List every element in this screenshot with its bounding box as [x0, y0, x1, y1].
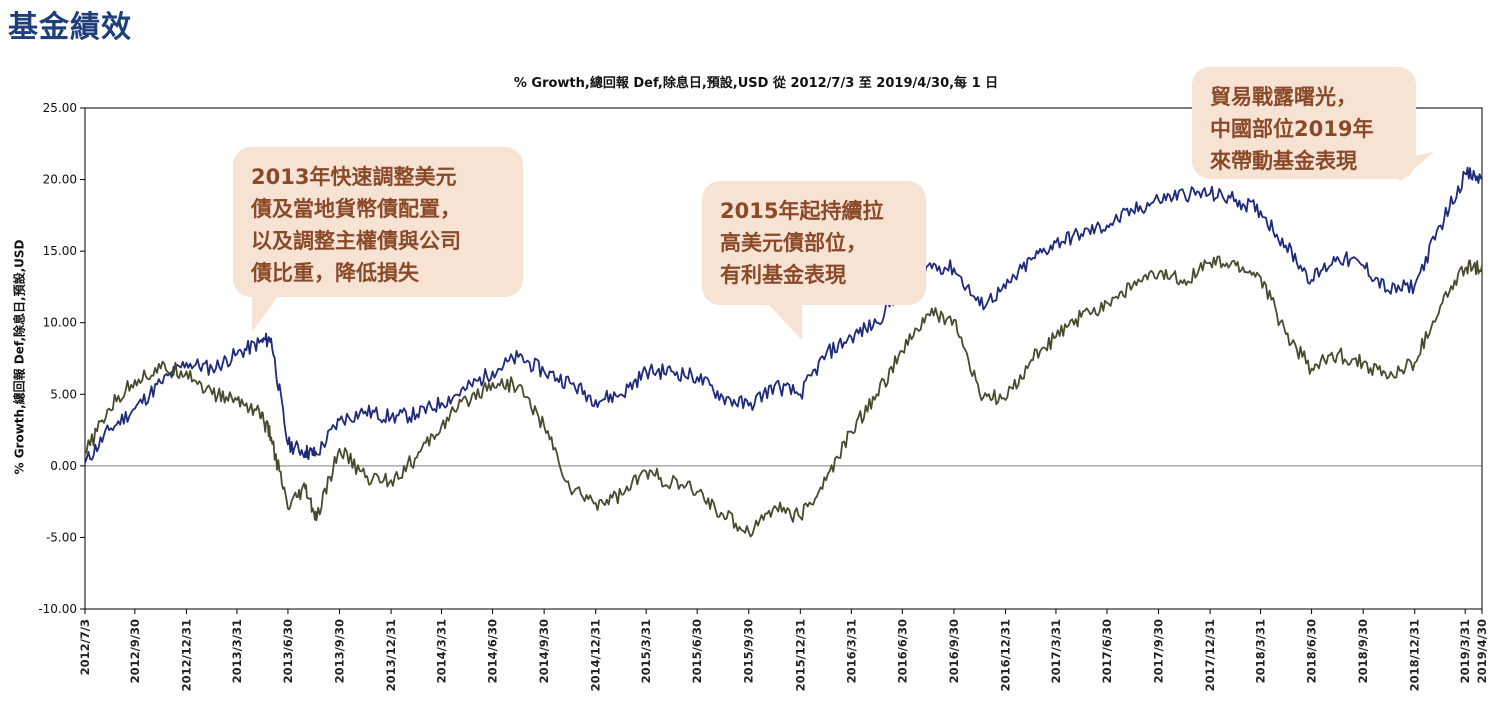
x-tick-label: 2014/6/30: [486, 619, 500, 683]
plot-frame: [84, 107, 1483, 610]
callout-2013: 2013年快速調整美元 債及當地貨幣債配置， 以及調整主權債與公司 債比重，降低…: [233, 147, 523, 297]
x-tick-label: 2013/12/31: [384, 619, 398, 691]
x-tick-label: 2014/12/31: [589, 619, 603, 691]
x-tick-label: 2015/3/31: [639, 619, 653, 683]
x-tick-label: 2018/9/30: [1356, 619, 1370, 683]
x-tick-label: 2017/9/30: [1152, 619, 1166, 683]
y-tick-label: 25.00: [43, 101, 77, 115]
y-tick-label: -10.00: [38, 602, 77, 616]
x-tick-label: 2015/12/31: [793, 619, 807, 691]
x-tick-label: 2012/9/30: [128, 619, 142, 683]
x-tick-label: 2018/3/31: [1254, 619, 1268, 683]
y-tick-label: 0.00: [50, 459, 77, 473]
callout-2015-tail: [768, 304, 802, 340]
x-tick-label: 2016/9/30: [947, 619, 961, 683]
x-tick-label: 2016/12/31: [998, 619, 1012, 691]
x-tick-label: 2017/12/31: [1203, 619, 1217, 691]
callout-2013-tail: [252, 296, 278, 332]
callout-2015: 2015年起持續拉 高美元債部位， 有利基金表現: [702, 181, 926, 305]
x-tick-label: 2017/3/31: [1049, 619, 1063, 683]
y-tick-label: -5.00: [46, 530, 77, 544]
y-tick-label: 15.00: [43, 244, 77, 258]
x-tick-label: 2017/6/30: [1100, 619, 1114, 683]
y-tick-label: 20.00: [43, 173, 77, 187]
x-tick-label: 2019/4/30: [1475, 619, 1489, 683]
series-line-1: [84, 166, 1483, 464]
page-title: 基金績效: [8, 10, 132, 45]
x-tick-label: 2013/3/31: [230, 619, 244, 683]
x-tick-label: 2018/6/30: [1305, 619, 1319, 683]
x-tick-label: 2013/9/30: [333, 619, 347, 683]
x-tick-label: 2019/3/31: [1458, 619, 1472, 683]
x-tick-label: 2016/3/31: [844, 619, 858, 683]
series-line-2: [84, 255, 1483, 538]
x-tick-label: 2015/9/30: [742, 619, 756, 683]
x-tick-label: 2015/6/30: [690, 619, 704, 683]
x-tick-label: 2012/7/3: [78, 619, 92, 675]
y-tick-label: 10.00: [43, 316, 77, 330]
y-tick-label: 5.00: [50, 387, 77, 401]
x-tick-label: 2013/6/30: [281, 619, 295, 683]
x-tick-label: 2016/6/30: [895, 619, 909, 683]
x-tick-label: 2012/12/31: [179, 619, 193, 691]
x-tick-label: 2018/12/31: [1408, 619, 1422, 691]
callout-2019: 貿易戰露曙光， 中國部位2019年 來帶動基金表現: [1192, 67, 1416, 179]
chart-title: % Growth,總回報 Def,除息日,預設,USD 從 2012/7/3 至…: [513, 76, 999, 91]
x-tick-label: 2014/3/31: [435, 619, 449, 683]
x-tick-label: 2014/9/30: [537, 619, 551, 683]
